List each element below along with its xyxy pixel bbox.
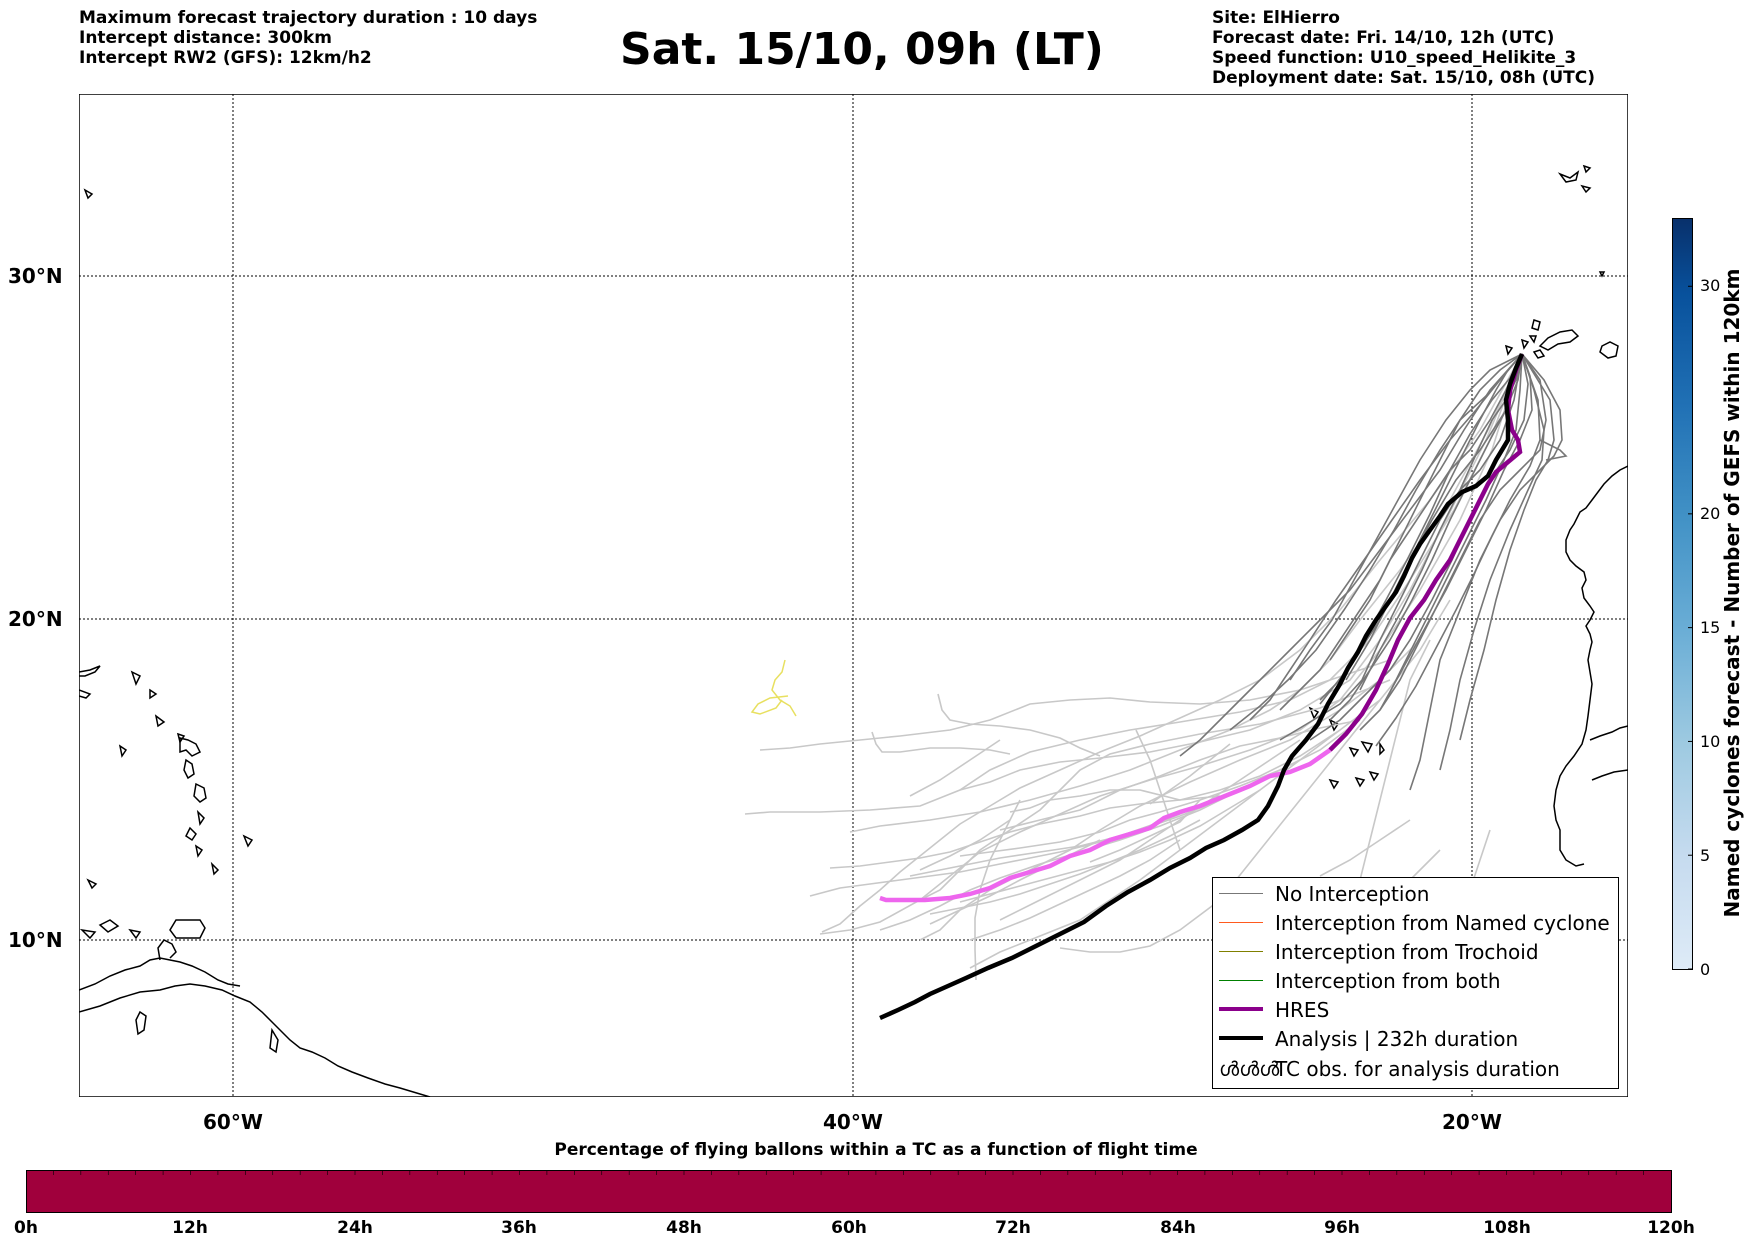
- forecast-date-text: Forecast date: Fri. 14/10, 12h (UTC): [1212, 28, 1555, 48]
- hres-track-light: [879, 748, 1332, 903]
- colorbar-tick-15: 15: [1700, 618, 1721, 637]
- lat-label-30n: 30°N: [8, 264, 63, 288]
- legend-label-hres: HRES: [1275, 998, 1330, 1022]
- map-legend: No Interception Interception from Named …: [1212, 877, 1619, 1089]
- legend-named-cyclone: Interception from Named cyclone: [1213, 910, 1618, 938]
- lon-label-40w: 40°W: [823, 1110, 883, 1134]
- coastlines: [79, 164, 1628, 1097]
- legend-line-trochoid: [1219, 951, 1263, 952]
- legend-label-both: Interception from both: [1275, 969, 1501, 993]
- lat-label-10n: 10°N: [8, 928, 63, 952]
- legend-label-no-interception: No Interception: [1275, 882, 1430, 906]
- deployment-date-text: Deployment date: Sat. 15/10, 08h (UTC): [1212, 68, 1596, 88]
- flight-tick-96h: 96h: [1324, 1218, 1360, 1238]
- lon-label-60w: 60°W: [203, 1110, 263, 1134]
- legend-line-analysis: [1219, 1036, 1263, 1040]
- colorbar-tick-10: 10: [1700, 732, 1721, 751]
- max-duration-text: Maximum forecast trajectory duration : 1…: [79, 8, 538, 28]
- flight-tick-48h: 48h: [666, 1218, 702, 1238]
- flight-bar-title: Percentage of flying ballons within a TC…: [554, 1140, 1198, 1160]
- colorbar-tick-0: 0: [1700, 960, 1711, 979]
- flight-tick-0h: 0h: [14, 1218, 38, 1238]
- colorbar-tick-5: 5: [1700, 846, 1711, 865]
- header-right-info: Site: ElHierro Forecast date: Fri. 14/10…: [1212, 8, 1595, 88]
- legend-label-analysis: Analysis | 232h duration: [1275, 1027, 1519, 1051]
- legend-tc-obs: ൾൾൾ TC obs. for analysis duration: [1213, 1056, 1618, 1084]
- cyclone-colorbar: [1672, 218, 1693, 970]
- legend-hres: HRES: [1213, 997, 1618, 1025]
- colorbar-tick-30: 30: [1700, 276, 1721, 295]
- ensemble-tracks-dark: [1179, 353, 1568, 791]
- flight-tick-120h: 120h: [1647, 1218, 1695, 1238]
- legend-line-both: [1219, 980, 1263, 981]
- legend-line-hres: [1219, 1007, 1263, 1011]
- colorbar-tick-20: 20: [1700, 504, 1721, 523]
- legend-label-trochoid: Interception from Trochoid: [1275, 940, 1539, 964]
- flight-tick-108h: 108h: [1483, 1218, 1531, 1238]
- flight-tick-12h: 12h: [172, 1218, 208, 1238]
- speed-function-text: Speed function: U10_speed_Helikite_3: [1212, 48, 1577, 68]
- tc-symbol-icon: ൾൾൾ: [1219, 1057, 1280, 1081]
- legend-no-interception: No Interception: [1213, 881, 1618, 909]
- legend-label-named-cyclone: Interception from Named cyclone: [1275, 911, 1610, 935]
- legend-both: Interception from both: [1213, 968, 1618, 996]
- flight-tick-72h: 72h: [995, 1218, 1031, 1238]
- header-left-info: Maximum forecast trajectory duration : 1…: [79, 8, 537, 68]
- site-text: Site: ElHierro: [1212, 8, 1340, 28]
- legend-line-no-interception: [1219, 893, 1263, 894]
- flight-tick-36h: 36h: [501, 1218, 537, 1238]
- legend-analysis: Analysis | 232h duration: [1213, 1026, 1618, 1054]
- colorbar-label: Named cyclones forecast - Number of GEFS…: [1712, 218, 1752, 968]
- intercept-distance-text: Intercept distance: 300km: [79, 28, 332, 48]
- legend-label-tc-obs: TC obs. for analysis duration: [1275, 1057, 1560, 1081]
- lon-label-20w: 20°W: [1442, 1110, 1502, 1134]
- flight-time-bar: [26, 1170, 1672, 1213]
- map-gridlines: [79, 94, 1628, 1097]
- yellow-track: [750, 659, 797, 717]
- flight-tick-84h: 84h: [1160, 1218, 1196, 1238]
- legend-line-named-cyclone: [1219, 922, 1263, 923]
- page-title: Sat. 15/10, 09h (LT): [620, 24, 1104, 75]
- colorbar-ticks: [1688, 285, 1693, 970]
- legend-trochoid: Interception from Trochoid: [1213, 939, 1618, 967]
- intercept-rw2-text: Intercept RW2 (GFS): 12km/h2: [79, 48, 372, 68]
- flight-bar-ticks: [53, 1170, 1644, 1175]
- colorbar-label-text: Named cyclones forecast - Number of GEFS…: [1720, 268, 1744, 918]
- flight-tick-24h: 24h: [337, 1218, 373, 1238]
- hres-track: [1328, 353, 1525, 752]
- flight-tick-60h: 60h: [831, 1218, 867, 1238]
- analysis-track: [879, 353, 1525, 1021]
- lat-label-20n: 20°N: [8, 607, 63, 631]
